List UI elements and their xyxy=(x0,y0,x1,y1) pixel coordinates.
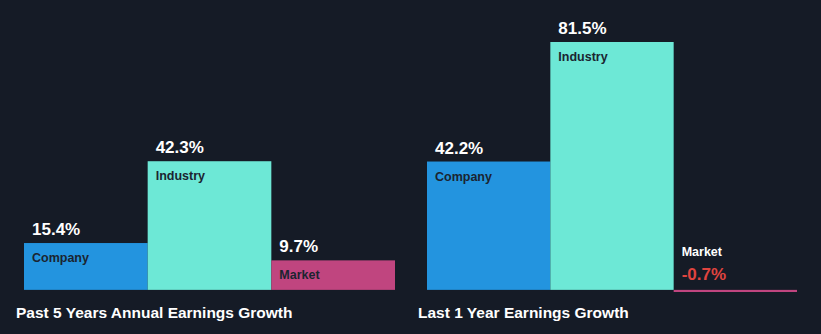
bar xyxy=(674,290,797,292)
category-label: Industry xyxy=(156,169,205,183)
data-label: 81.5% xyxy=(558,19,606,38)
panel: 15.4% Company 42.3% Industry 9.7% Market Past … xyxy=(16,138,395,321)
chart-canvas: 15.4% Company 42.3% Industry 9.7% Market Past … xyxy=(0,0,821,334)
chart-title: Past 5 Years Annual Earnings Growth xyxy=(16,304,293,321)
bar xyxy=(271,260,395,290)
data-label: 42.3% xyxy=(156,138,204,157)
category-label: Market xyxy=(682,245,723,259)
bars xyxy=(24,161,395,290)
labels: 42.2% Company 81.5% Industry -0.7% Market xyxy=(435,19,726,284)
panel: 42.2% Company 81.5% Industry -0.7% Market Last… xyxy=(418,19,797,321)
bars xyxy=(427,42,797,292)
data-label: -0.7% xyxy=(682,265,726,284)
bar xyxy=(427,162,550,290)
chart-title: Last 1 Year Earnings Growth xyxy=(418,304,629,321)
labels: 15.4% Company 42.3% Industry 9.7% Market xyxy=(32,138,320,282)
category-label: Company xyxy=(435,170,492,184)
data-label: 9.7% xyxy=(279,237,318,256)
bar xyxy=(24,243,148,290)
category-label: Market xyxy=(279,268,320,282)
data-label: 42.2% xyxy=(435,139,483,158)
category-label: Company xyxy=(32,251,89,265)
category-label: Industry xyxy=(558,50,607,64)
bar xyxy=(148,161,272,290)
data-label: 15.4% xyxy=(32,220,80,239)
bar xyxy=(550,42,673,290)
